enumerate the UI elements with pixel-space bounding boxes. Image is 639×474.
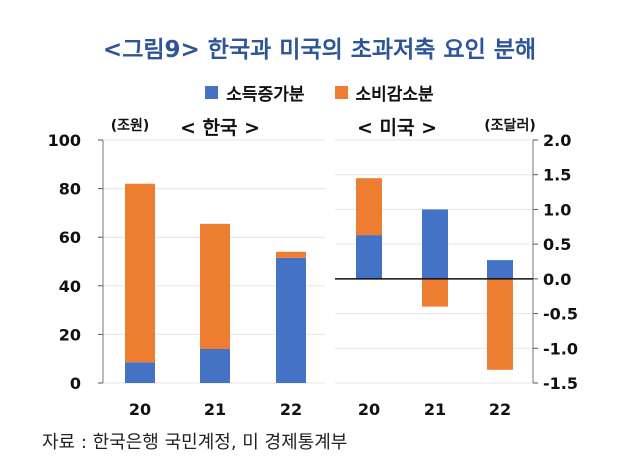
y-tick-label: 1.5 [543,166,571,185]
y-tick-label: 40 [59,277,81,296]
y-tick-label: 2.0 [543,131,571,150]
legend-label-income: 소득증가분 [226,85,305,105]
y-tick-label: 0 [70,374,81,393]
y-tick-label: 0.0 [543,270,571,289]
bar-consumption-20 [356,178,382,236]
y-tick-label: -1.0 [543,339,578,358]
x-tick-label: 22 [489,400,511,419]
bar-income-22 [487,260,513,279]
y-tick-label: 0.5 [543,235,571,254]
legend-item-consumption: 소비감소분 [334,80,434,105]
bar-consumption-22 [487,278,513,370]
legend-swatch-income [205,86,219,99]
y-tick-label: -0.5 [543,305,578,324]
bar-consumption-20 [125,183,155,363]
legend-label-consumption: 소비감소분 [355,85,434,105]
bar-consumption-21 [200,223,230,349]
legend-swatch-consumption [334,86,348,99]
x-tick-label: 20 [129,400,151,419]
y-tick-label: 1.0 [543,200,571,219]
y-tick-label: 60 [59,228,81,247]
bar-consumption-22 [276,251,306,258]
bar-income-20 [125,362,155,383]
y-tick-label: 20 [59,325,81,344]
x-tick-label: 21 [204,400,226,419]
figure-title: <그림9> 한국과 미국의 초과저축 요인 분해 [102,37,537,63]
bar-income-22 [276,257,306,383]
legend: 소득증가분 소비감소분 [0,80,639,105]
y-axis-unit: (조달러) [484,118,535,134]
y-tick-label: 80 [59,180,81,199]
legend-item-income: 소득증가분 [205,80,305,105]
bar-income-21 [422,209,448,279]
x-tick-label: 22 [280,400,302,419]
source-note: 자료 : 한국은행 국민계정, 미 경제통계부 [42,432,348,453]
x-tick-label: 21 [424,400,446,419]
panel-title: < 한국 > [180,117,260,139]
y-axis-unit: (조원) [111,118,150,134]
bar-income-21 [200,348,230,383]
bar-consumption-21 [422,278,448,307]
y-tick-label: 100 [48,131,81,150]
x-tick-label: 20 [358,400,380,419]
bar-income-20 [356,235,382,279]
y-tick-label: -1.5 [543,374,578,393]
panel-title: < 미국 > [357,117,437,139]
